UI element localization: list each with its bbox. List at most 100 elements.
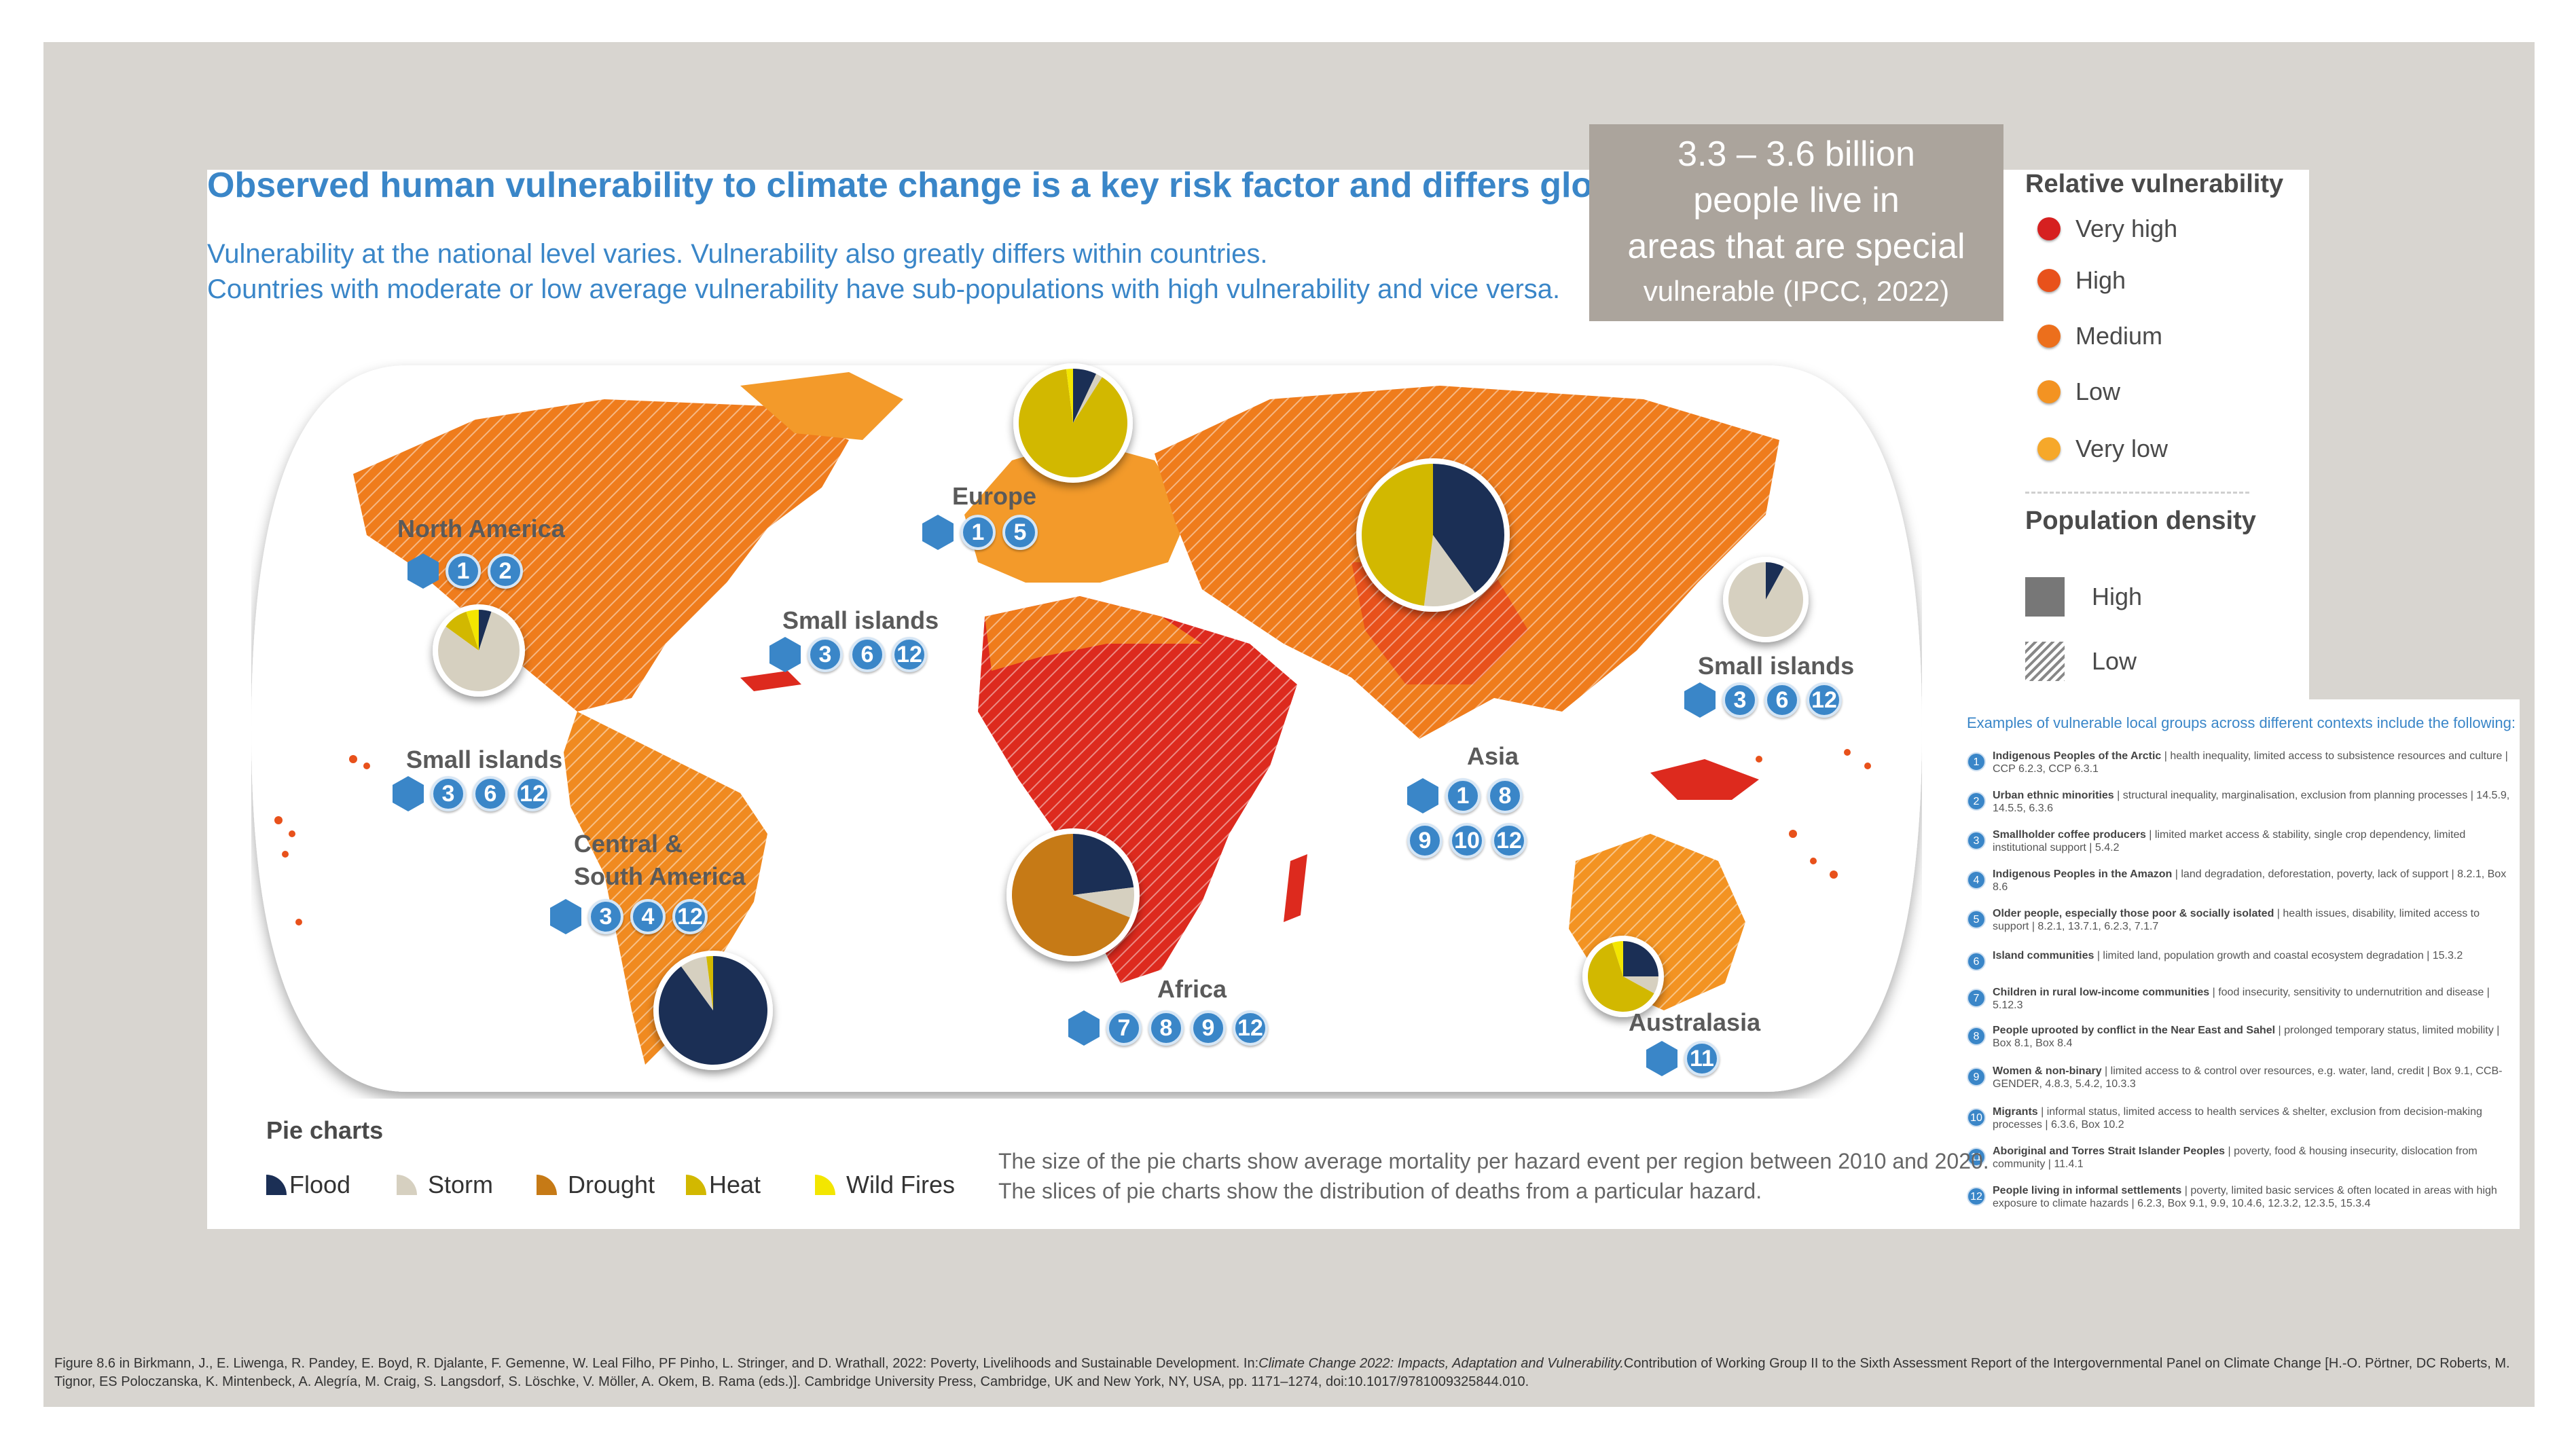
wildfire-slice-icon — [815, 1175, 835, 1195]
group-badge[interactable]: 11 — [1684, 1041, 1720, 1076]
callout-line-3: areas that are special — [1627, 227, 1965, 266]
pie-slice-flood — [659, 956, 767, 1065]
group-item: 10 Migrants | informal status, limited ac… — [1967, 1105, 2510, 1131]
pie-legend-drought: Drought — [537, 1171, 655, 1199]
group-badge[interactable]: 1 — [960, 515, 996, 550]
pie-charts — [433, 363, 1809, 1070]
group-badge[interactable]: 9 — [1191, 1010, 1226, 1046]
group-text: Urban ethnic minorities | structural ine… — [1993, 789, 2510, 815]
pie-legend-title: Pie charts — [266, 1116, 384, 1144]
badges-small-islands-pacific-east: 3 6 12 — [1684, 682, 1842, 718]
group-name: Aboriginal and Torres Strait Islander Pe… — [1993, 1145, 2226, 1157]
group-badge[interactable]: 3 — [1722, 682, 1758, 718]
group-number-badge: 10 — [1967, 1108, 1986, 1127]
region-hex-icon — [550, 899, 581, 934]
pie-slice-flood — [1766, 562, 1784, 600]
group-badge[interactable]: 1 — [446, 553, 481, 589]
group-item: 8 People uprooted by conflict in the Near… — [1967, 1024, 2510, 1050]
region-label-north-america: North America — [397, 515, 565, 543]
group-badge[interactable]: 8 — [1487, 778, 1523, 813]
group-badge[interactable]: 2 — [488, 553, 523, 589]
group-badge[interactable]: 12 — [1491, 823, 1527, 858]
billion-callout: 3.3 – 3.6 billion people live in areas t… — [1589, 124, 2003, 321]
group-badge[interactable]: 1 — [1445, 778, 1481, 813]
group-badge[interactable]: 12 — [1807, 682, 1842, 718]
callout-line-2: people live in — [1693, 181, 1900, 220]
group-badge[interactable]: 8 — [1148, 1010, 1184, 1046]
group-badge[interactable]: 4 — [630, 899, 666, 934]
badges-asia-row-2: 9 10 12 — [1407, 823, 1527, 858]
group-number-badge: 9 — [1967, 1067, 1986, 1086]
legend-item-medium: Medium — [2037, 322, 2162, 350]
group-text: Women & non-binary | limited access to &… — [1993, 1065, 2510, 1090]
group-text: Children in rural low-income communities… — [1993, 986, 2510, 1012]
legend-item-high: High — [2037, 266, 2126, 295]
group-item: 2 Urban ethnic minorities | structural in… — [1967, 789, 2510, 815]
pie-slice-storm — [681, 956, 713, 1010]
group-name: Indigenous Peoples in the Amazon — [1993, 868, 2173, 880]
badges-asia-row-1: 1 8 — [1407, 778, 1523, 813]
group-number-badge: 1 — [1967, 752, 1986, 771]
group-text: Indigenous Peoples in the Amazon | land … — [1993, 868, 2510, 894]
madagascar-land — [1284, 854, 1307, 922]
group-item: 1 Indigenous Peoples of the Arctic | heal… — [1967, 750, 2510, 775]
pie-chart — [433, 604, 525, 697]
group-number-badge: 3 — [1967, 831, 1986, 850]
figure-caption: Figure 8.6 in Birkmann, J., E. Liwenga, … — [54, 1355, 2513, 1391]
population-density-title: Population density — [2025, 507, 2256, 535]
group-item: 12 People living in informal settlements … — [1967, 1184, 2510, 1210]
storm-slice-icon — [397, 1175, 417, 1195]
caribbean-islands — [740, 671, 801, 691]
pie-slice-heat — [1019, 369, 1127, 477]
group-badge[interactable]: 6 — [850, 637, 885, 672]
pacific-islands — [274, 749, 1871, 925]
group-badge[interactable]: 6 — [473, 776, 508, 811]
southeast-asia-islands — [1650, 759, 1759, 800]
pie-note-2: The slices of pie charts show the distri… — [998, 1179, 1762, 1203]
legend-item-very-low: Very low — [2037, 435, 2168, 463]
groups-title: Examples of vulnerable local groups acro… — [1967, 714, 2516, 731]
pie-chart — [1006, 828, 1140, 961]
group-description: | limited land, population growth and co… — [2094, 950, 2463, 961]
pie-chart — [653, 951, 773, 1070]
group-badge[interactable]: 10 — [1449, 823, 1485, 858]
density-item-low: Low — [2025, 642, 2137, 681]
pie-slice-heat — [706, 956, 713, 1010]
pie-slice-storm — [1073, 373, 1102, 423]
group-badge[interactable]: 6 — [1764, 682, 1800, 718]
pie-slice-storm — [1728, 562, 1803, 637]
group-text: People living in informal settlements | … — [1993, 1184, 2510, 1210]
group-badge[interactable]: 7 — [1106, 1010, 1142, 1046]
group-badge[interactable]: 9 — [1407, 823, 1443, 858]
vulnerability-legend-title: Relative vulnerability — [2025, 170, 2284, 198]
group-item: 9 Women & non-binary | limited access to … — [1967, 1065, 2510, 1090]
group-text: People uprooted by conflict in the Near … — [1993, 1024, 2510, 1050]
group-description: | health inequality, limited access to s… — [1993, 750, 2508, 775]
group-badge[interactable]: 12 — [515, 776, 550, 811]
greenland-land — [740, 372, 903, 440]
group-badge[interactable]: 5 — [1002, 515, 1038, 550]
group-badge[interactable]: 3 — [431, 776, 466, 811]
group-text: Older people, especially those poor & so… — [1993, 907, 2510, 933]
group-name: Children in rural low-income communities — [1993, 987, 2210, 998]
callout-line-4: vulnerable (IPCC, 2022) — [1643, 275, 1950, 307]
group-description: | health issues, disability, limited acc… — [1993, 908, 2480, 932]
group-badge[interactable]: 12 — [672, 899, 708, 934]
pie-slice-storm — [438, 611, 520, 692]
group-text: Indigenous Peoples of the Arctic | healt… — [1993, 750, 2510, 775]
group-badge[interactable]: 12 — [1233, 1010, 1268, 1046]
group-badge[interactable]: 12 — [892, 637, 927, 672]
group-item: 5 Older people, especially those poor & s… — [1967, 907, 2510, 933]
badges-australasia: 11 — [1646, 1041, 1720, 1076]
group-name: People living in informal settlements — [1993, 1185, 2182, 1196]
group-badge[interactable]: 3 — [808, 637, 843, 672]
region-hex-icon — [393, 776, 424, 811]
pie-slice-wildfire — [1066, 369, 1073, 423]
caption-book-title: Climate Change 2022: Impacts, Adaptation… — [1258, 1356, 1624, 1371]
group-name: Island communities — [1993, 950, 2094, 961]
pie-chart — [1013, 363, 1133, 483]
group-name: Women & non-binary — [1993, 1065, 2102, 1077]
group-item: 7 Children in rural low-income communitie… — [1967, 986, 2510, 1012]
region-label-asia: Asia — [1467, 742, 1519, 770]
group-badge[interactable]: 3 — [588, 899, 623, 934]
